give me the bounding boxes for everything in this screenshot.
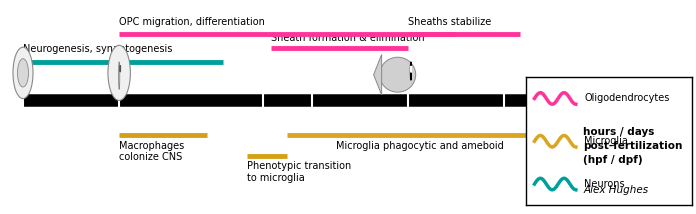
Text: Macrophages
colonize CNS: Macrophages colonize CNS (119, 141, 184, 162)
Text: Phenotypic transition
to microglia: Phenotypic transition to microglia (247, 161, 351, 183)
Circle shape (118, 62, 120, 89)
Text: Microglia phagocytic and ameboid: Microglia phagocytic and ameboid (335, 141, 503, 151)
Polygon shape (374, 55, 381, 95)
Text: Neurogenesis, synaptogenesis: Neurogenesis, synaptogenesis (23, 45, 173, 55)
Text: Oligodendrocytes: Oligodendrocytes (584, 94, 670, 103)
Text: Sheath formation & elimination: Sheath formation & elimination (271, 33, 425, 43)
Text: 96 / 4: 96 / 4 (391, 121, 424, 131)
Ellipse shape (108, 45, 130, 100)
Text: Sheaths stabilize: Sheaths stabilize (408, 17, 491, 27)
Text: hours / days
post-fertilization
(hpf / dpf): hours / days post-fertilization (hpf / d… (583, 126, 683, 165)
Text: 72 / 3: 72 / 3 (295, 121, 328, 131)
Text: 60: 60 (256, 121, 271, 131)
Ellipse shape (13, 47, 33, 99)
Text: 120 / 5: 120 / 5 (484, 121, 524, 131)
Text: Neurons: Neurons (584, 179, 625, 189)
Ellipse shape (17, 59, 29, 87)
Text: Alex Hughes: Alex Hughes (583, 185, 649, 195)
Text: 24: 24 (112, 121, 127, 131)
Text: OPC migration, differentiation: OPC migration, differentiation (119, 17, 265, 27)
Text: Microglia: Microglia (584, 136, 628, 146)
Ellipse shape (379, 57, 416, 92)
Text: 0: 0 (19, 121, 26, 131)
